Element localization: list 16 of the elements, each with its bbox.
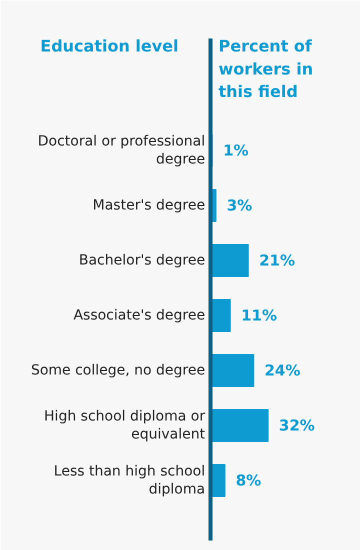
y-tick-label: Less than high school diploma bbox=[54, 463, 206, 498]
y-tick-label: Associate's degree bbox=[73, 308, 206, 324]
data-label: 21% bbox=[259, 252, 296, 270]
y-tick-label: Master's degree bbox=[92, 198, 206, 214]
data-label: 8% bbox=[236, 472, 262, 490]
data-label: 1% bbox=[223, 142, 249, 160]
data-label: 3% bbox=[226, 196, 252, 214]
y-axis-title: Education level bbox=[40, 36, 179, 56]
x-axis-title: Percent of workers in this field bbox=[218, 36, 314, 102]
data-label: 32% bbox=[278, 416, 315, 434]
y-tick-label: High school diploma or equivalent bbox=[44, 408, 206, 443]
y-tick-label: Some college, no degree bbox=[30, 362, 206, 378]
y-tick-label: Bachelor's degree bbox=[78, 252, 206, 268]
data-label: 11% bbox=[241, 306, 278, 324]
y-tick-label: Doctoral or professional degree bbox=[38, 133, 206, 168]
data-label: 24% bbox=[264, 362, 300, 380]
